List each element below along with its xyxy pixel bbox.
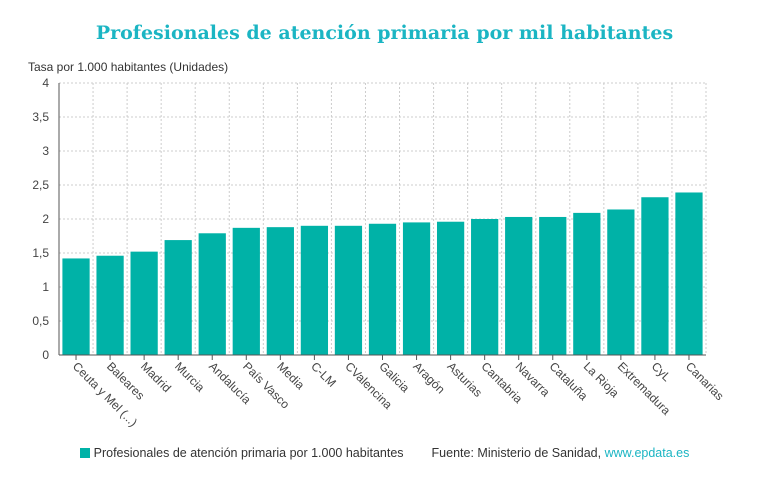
bar[interactable] xyxy=(232,227,260,355)
bar[interactable] xyxy=(96,255,124,355)
bar-layer xyxy=(62,192,703,355)
y-tick-label: 4 xyxy=(42,76,49,90)
x-tick-label: Murcia xyxy=(172,359,208,395)
x-tick-label: Asturias xyxy=(444,359,485,400)
y-tick-label: 2,5 xyxy=(32,178,49,192)
x-tick-label: Aragón xyxy=(410,359,447,396)
y-tick-label: 1 xyxy=(42,280,49,294)
bar[interactable] xyxy=(539,216,567,355)
bar[interactable] xyxy=(402,222,431,355)
source-text: Fuente: Ministerio de Sanidad, xyxy=(431,446,605,460)
grid-layer xyxy=(59,82,707,355)
y-tick-label: 3,5 xyxy=(32,110,49,124)
x-tick-label: CyL xyxy=(649,359,674,384)
bar[interactable] xyxy=(198,233,226,355)
x-tick-label: Canarias xyxy=(683,359,727,403)
bar[interactable] xyxy=(62,258,90,355)
chart-footer: Profesionales de atención primaria por 1… xyxy=(0,446,769,460)
bar[interactable] xyxy=(675,192,703,355)
bar[interactable] xyxy=(505,216,533,355)
bar[interactable] xyxy=(368,223,397,355)
y-tick-label: 1,5 xyxy=(32,246,49,260)
bar[interactable] xyxy=(471,219,499,355)
y-tick-label: 2 xyxy=(42,212,49,226)
bar[interactable] xyxy=(334,225,363,355)
bar[interactable] xyxy=(300,225,329,355)
bar[interactable] xyxy=(641,197,669,355)
source-link[interactable]: www.epdata.es xyxy=(604,446,690,460)
legend-swatch xyxy=(79,448,90,458)
bar[interactable] xyxy=(607,209,635,355)
bar[interactable] xyxy=(573,212,601,355)
x-tick-label: C-LM xyxy=(308,359,339,390)
y-tick-label: 3 xyxy=(42,144,49,158)
bar[interactable] xyxy=(130,251,158,355)
bar[interactable] xyxy=(436,221,465,355)
y-axis-label: Tasa por 1.000 habitantes (Unidades) xyxy=(28,60,229,74)
bar[interactable] xyxy=(164,240,192,355)
y-tick-label: 0 xyxy=(42,348,49,362)
chart-title: Profesionales de atención primaria por m… xyxy=(95,22,674,44)
legend-label: Profesionales de atención primaria por 1… xyxy=(93,446,404,460)
y-tick-label: 0,5 xyxy=(32,314,49,328)
bar[interactable] xyxy=(266,227,294,355)
